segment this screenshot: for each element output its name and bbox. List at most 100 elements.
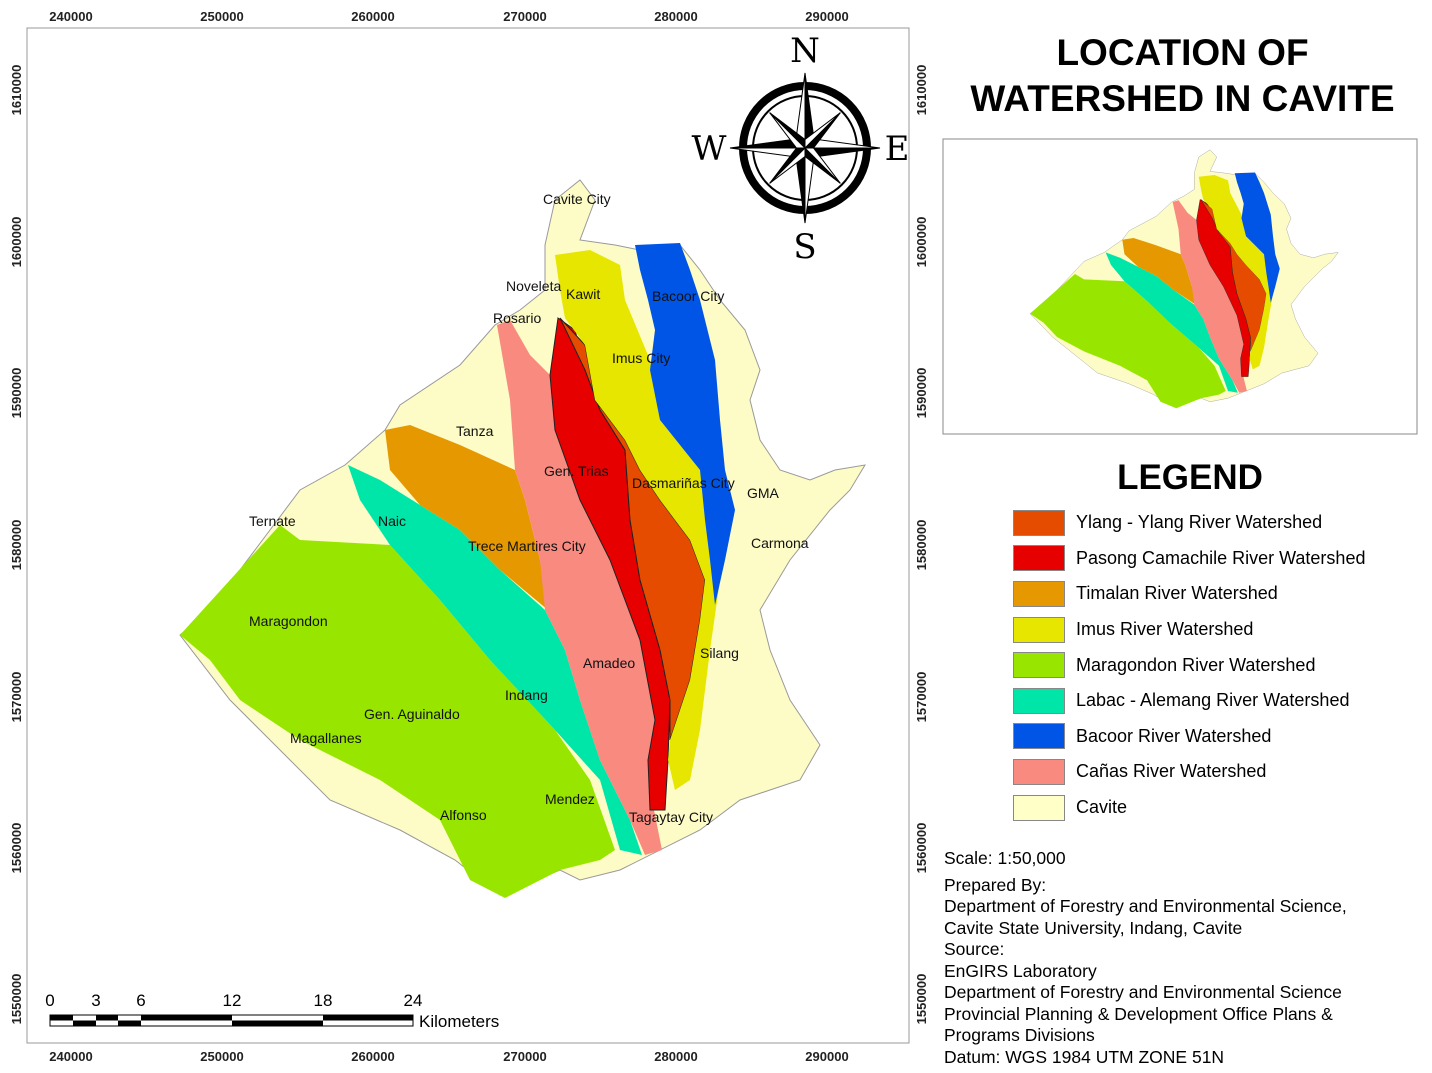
town-label: GMA bbox=[747, 485, 780, 501]
x-tick-label: 260000 bbox=[351, 1049, 394, 1064]
legend-item: Labac - Alemang River Watershed bbox=[1013, 683, 1365, 719]
legend-title: LEGEND bbox=[1117, 458, 1263, 497]
scale-label: 12 bbox=[223, 991, 242, 1010]
town-label: Ternate bbox=[249, 513, 296, 529]
town-label: Gen. Aguinaldo bbox=[364, 706, 460, 722]
x-tick-label: 290000 bbox=[805, 1049, 848, 1064]
town-label: Naic bbox=[378, 513, 406, 529]
y-tick-labels: 1610000 1600000 1590000 1580000 1570000 … bbox=[9, 65, 929, 1025]
y-tick-label: 1590000 bbox=[9, 368, 24, 419]
legend-swatch bbox=[1013, 758, 1065, 785]
scale-label: 0 bbox=[45, 991, 54, 1010]
scale-label: 24 bbox=[404, 991, 423, 1010]
town-label: Mendez bbox=[545, 791, 595, 807]
map-credits: Scale: 1:50,000 Prepared By: Department … bbox=[944, 848, 1347, 1068]
town-label: Imus City bbox=[612, 350, 670, 366]
x-tick-label: 280000 bbox=[654, 9, 697, 24]
town-label: Maragondon bbox=[249, 613, 328, 629]
compass-e: E bbox=[885, 129, 910, 169]
legend-swatch bbox=[1013, 794, 1065, 821]
town-label: Bacoor City bbox=[652, 288, 724, 304]
town-label: Silang bbox=[700, 645, 739, 661]
x-tick-label: 290000 bbox=[805, 9, 848, 24]
legend-item: Bacoor River Watershed bbox=[1013, 719, 1365, 755]
legend-item: Maragondon River Watershed bbox=[1013, 647, 1365, 683]
x-tick-label: 250000 bbox=[200, 1049, 243, 1064]
y-tick-label: 1570000 bbox=[914, 672, 929, 723]
y-tick-label: 1590000 bbox=[914, 368, 929, 419]
town-label: Kawit bbox=[566, 286, 600, 302]
town-label: Tanza bbox=[456, 423, 494, 439]
legend-swatch bbox=[1013, 580, 1065, 607]
y-tick-label: 1550000 bbox=[9, 974, 24, 1025]
compass-s: S bbox=[793, 227, 816, 267]
town-label: Amadeo bbox=[583, 655, 635, 671]
credit-line: Department of Forestry and Environmental… bbox=[944, 982, 1342, 1002]
scale-bar: 0 3 6 12 18 24 Kilometers bbox=[45, 991, 499, 1031]
credit-line: Department of Forestry and Environmental… bbox=[944, 896, 1347, 916]
town-label: Indang bbox=[505, 687, 548, 703]
legend-label: Cavite bbox=[1076, 797, 1128, 818]
title-line: WATERSHED IN CAVITE bbox=[970, 78, 1395, 119]
y-tick-label: 1580000 bbox=[9, 520, 24, 571]
x-tick-labels: 240000 250000 260000 270000 280000 29000… bbox=[49, 9, 848, 1064]
compass-n: N bbox=[790, 31, 820, 71]
legend-label: Pasong Camachile River Watershed bbox=[1076, 547, 1366, 568]
legend-label: Timalan River Watershed bbox=[1076, 583, 1278, 604]
legend-swatch bbox=[1013, 652, 1065, 679]
north-arrow-compass-icon: N S E W bbox=[692, 31, 910, 267]
legend-item: Imus River Watershed bbox=[1013, 612, 1365, 648]
scale-unit: Kilometers bbox=[419, 1012, 499, 1031]
x-tick-label: 280000 bbox=[654, 1049, 697, 1064]
legend-item: Pasong Camachile River Watershed bbox=[1013, 541, 1365, 577]
y-tick-label: 1610000 bbox=[914, 65, 929, 116]
town-label: Tagaytay City bbox=[629, 809, 713, 825]
legend-swatch bbox=[1013, 687, 1065, 714]
y-tick-label: 1610000 bbox=[9, 65, 24, 116]
legend-swatch bbox=[1013, 509, 1065, 536]
town-label: Magallanes bbox=[290, 730, 362, 746]
legend-item: Timalan River Watershed bbox=[1013, 576, 1365, 612]
town-label: Rosario bbox=[493, 310, 541, 326]
scale-label: 6 bbox=[136, 991, 145, 1010]
credit-line: Cavite State University, Indang, Cavite bbox=[944, 917, 1243, 938]
credit-line: EnGIRS Laboratory bbox=[944, 960, 1097, 981]
town-labels: Cavite City Noveleta Kawit Bacoor City R… bbox=[249, 191, 809, 825]
scale-label: 18 bbox=[314, 991, 333, 1010]
scale-text: Scale: 1:50,000 bbox=[944, 848, 1066, 868]
x-tick-label: 270000 bbox=[503, 1049, 546, 1064]
x-tick-label: 270000 bbox=[503, 9, 546, 24]
credit-line: Prepared By: bbox=[944, 874, 1047, 895]
scale-label: 3 bbox=[91, 991, 100, 1010]
x-tick-label: 240000 bbox=[49, 1049, 92, 1064]
legend-item: Cañas River Watershed bbox=[1013, 754, 1365, 790]
legend-label: Imus River Watershed bbox=[1076, 619, 1254, 640]
town-label: Carmona bbox=[751, 535, 809, 551]
credit-line: Programs Divisions bbox=[944, 1025, 1095, 1045]
y-tick-label: 1600000 bbox=[914, 217, 929, 268]
x-tick-label: 240000 bbox=[49, 9, 92, 24]
legend-label: Bacoor River Watershed bbox=[1076, 725, 1272, 746]
y-tick-label: 1570000 bbox=[9, 672, 24, 723]
legend-swatch bbox=[1013, 723, 1065, 750]
credit-line: Source: bbox=[944, 939, 1005, 959]
town-label: Noveleta bbox=[506, 278, 561, 294]
legend-label: Ylang - Ylang River Watershed bbox=[1076, 512, 1323, 533]
y-tick-label: 1600000 bbox=[9, 217, 24, 268]
legend-swatch bbox=[1013, 616, 1065, 643]
x-tick-label: 260000 bbox=[351, 9, 394, 24]
town-label: Alfonso bbox=[440, 807, 487, 823]
y-tick-label: 1560000 bbox=[914, 823, 929, 874]
title-line: LOCATION OF bbox=[1056, 32, 1309, 73]
town-label: Gen. Trias bbox=[544, 463, 609, 479]
credit-line: Provincial Planning & Development Office… bbox=[944, 1003, 1333, 1024]
town-label: Trece Martires City bbox=[468, 538, 586, 554]
datum-text: Datum: WGS 1984 UTM ZONE 51N bbox=[944, 1046, 1225, 1067]
map-title: LOCATION OF WATERSHED IN CAVITE bbox=[940, 30, 1425, 122]
y-tick-label: 1560000 bbox=[9, 823, 24, 874]
legend-label: Labac - Alemang River Watershed bbox=[1076, 690, 1350, 711]
legend-label: Maragondon River Watershed bbox=[1076, 654, 1316, 675]
legend: Ylang - Ylang River Watershed Pasong Cam… bbox=[1013, 505, 1365, 825]
legend-item: Ylang - Ylang River Watershed bbox=[1013, 505, 1365, 541]
